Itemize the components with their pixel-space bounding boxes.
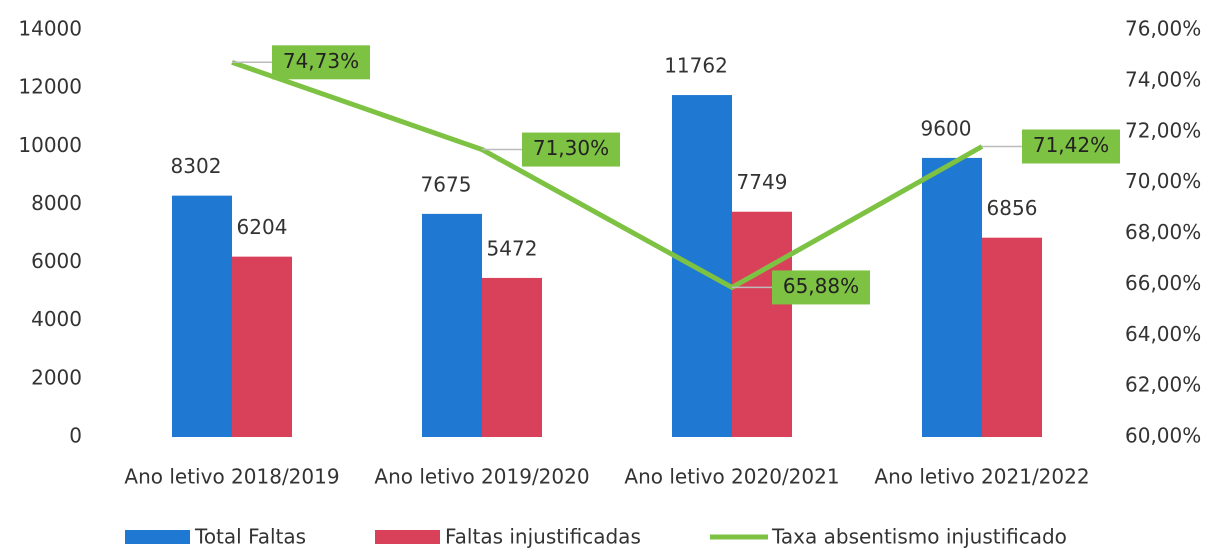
- data-label: 71,42%: [1033, 133, 1109, 157]
- y-tick-label: 12000: [18, 75, 82, 99]
- y2-tick-label: 68,00%: [1125, 220, 1201, 244]
- bar: [982, 237, 1042, 437]
- data-label: 74,73%: [283, 49, 359, 73]
- data-label: 65,88%: [783, 274, 859, 298]
- bar: [672, 95, 732, 437]
- data-label: 9600: [921, 116, 972, 140]
- legend-label: Faltas injustificadas: [445, 525, 641, 549]
- legend-label: Total Faltas: [194, 525, 306, 549]
- y-tick-label: 6000: [31, 249, 82, 273]
- y2-tick-label: 60,00%: [1125, 424, 1201, 448]
- y2-tick-label: 76,00%: [1125, 17, 1201, 41]
- data-label-box: [272, 45, 370, 80]
- y2-tick-label: 66,00%: [1125, 271, 1201, 295]
- data-label: 11762: [664, 54, 728, 78]
- y-tick-label: 4000: [31, 307, 82, 331]
- data-label-box: [1022, 129, 1120, 164]
- data-label-box: [772, 270, 870, 305]
- y-tick-label: 8000: [31, 191, 82, 215]
- y-tick-label: 2000: [31, 365, 82, 389]
- data-label: 7675: [421, 172, 472, 196]
- y2-tick-label: 64,00%: [1125, 322, 1201, 346]
- data-label: 5472: [487, 236, 538, 260]
- y2-tick-label: 70,00%: [1125, 169, 1201, 193]
- legend-swatch: [375, 530, 440, 544]
- x-tick-label: Ano letivo 2021/2022: [874, 465, 1089, 489]
- y-tick-label: 14000: [18, 17, 82, 41]
- bar: [172, 195, 232, 437]
- x-tick-label: Ano letivo 2018/2019: [124, 465, 339, 489]
- data-label: 8302: [171, 154, 222, 178]
- data-label-box: [522, 132, 620, 167]
- bar: [232, 256, 292, 437]
- y-tick-label: 10000: [18, 133, 82, 157]
- bar: [732, 211, 792, 437]
- bar: [482, 277, 542, 437]
- data-label: 71,30%: [533, 136, 609, 160]
- y-tick-label: 0: [69, 424, 82, 448]
- legend-swatch: [125, 530, 190, 544]
- data-label: 6204: [237, 215, 288, 239]
- y2-tick-label: 62,00%: [1125, 373, 1201, 397]
- x-tick-label: Ano letivo 2019/2020: [374, 465, 589, 489]
- bar: [922, 157, 982, 437]
- bar: [422, 213, 482, 437]
- data-label: 6856: [987, 196, 1038, 220]
- legend-label: Taxa absentismo injustificado: [771, 525, 1067, 549]
- line: [231, 59, 984, 291]
- x-tick-label: Ano letivo 2020/2021: [624, 465, 839, 489]
- data-label: 7749: [737, 170, 788, 194]
- y2-tick-label: 72,00%: [1125, 118, 1201, 142]
- y2-tick-label: 74,00%: [1125, 67, 1201, 91]
